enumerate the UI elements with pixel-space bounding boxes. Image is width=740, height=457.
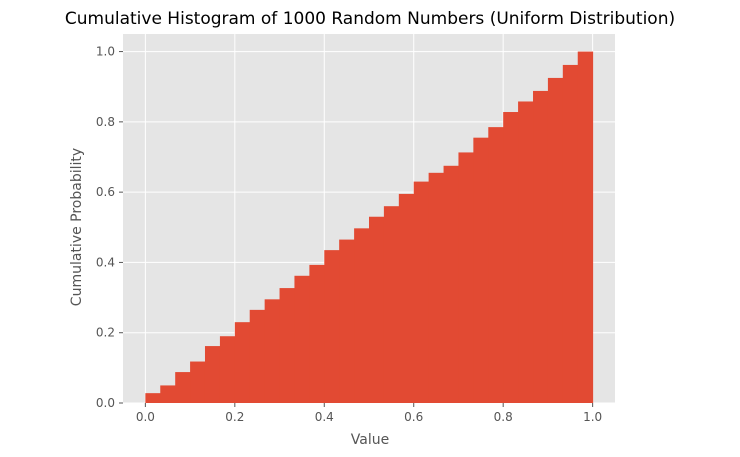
histogram-bar [249,309,266,403]
histogram-bar [175,372,191,403]
histogram-bar [518,101,534,403]
y-tick-label: 0.0 [96,396,115,410]
x-tick-label: 0.6 [404,410,423,424]
x-tick-label: 1.0 [583,410,602,424]
histogram-bar [488,127,504,403]
histogram-bar [204,346,221,403]
y-tick-label: 0.8 [96,115,115,129]
x-tick-label: 0.4 [315,410,334,424]
histogram-bar [190,361,206,403]
histogram-bars [145,51,594,403]
histogram-bar [458,152,474,403]
x-axis-label: Value [351,432,389,448]
histogram-bar [383,206,400,403]
x-axis-ticks: 0.0 0.2 0.4 0.6 0.8 1.0 [136,403,602,424]
histogram-bar [413,181,430,403]
histogram-bar [503,112,519,403]
histogram-bar [339,239,355,403]
y-axis-ticks: 0.0 0.2 0.4 0.6 0.8 1.0 [96,45,123,410]
histogram-bar [160,385,176,403]
histogram-bar [264,299,281,403]
histogram-bar [443,165,459,403]
histogram-bar [369,216,385,403]
histogram-bar [354,228,370,403]
y-tick-label: 0.4 [96,255,115,269]
histogram-bar [145,393,161,403]
y-tick-label: 0.6 [96,185,115,199]
x-tick-label: 0.0 [136,410,155,424]
histogram-bar [577,51,594,403]
histogram-bar [533,90,549,403]
y-axis-label: Cumulative Probability [69,148,85,306]
histogram-bar [219,336,236,403]
histogram-bar [428,172,445,403]
x-tick-label: 0.2 [225,410,244,424]
histogram-bar [547,77,564,403]
histogram-bar [234,322,251,403]
x-tick-label: 0.8 [494,410,513,424]
histogram-bar [294,275,310,403]
histogram-bar [398,193,415,403]
histogram-bar [473,137,489,403]
histogram-bar [279,288,295,403]
histogram-bar [562,64,579,403]
histogram-bar [324,250,340,403]
y-tick-label: 1.0 [96,45,115,59]
chart-title: Cumulative Histogram of 1000 Random Numb… [65,9,675,29]
y-tick-label: 0.2 [96,326,115,340]
histogram-bar [309,264,325,403]
